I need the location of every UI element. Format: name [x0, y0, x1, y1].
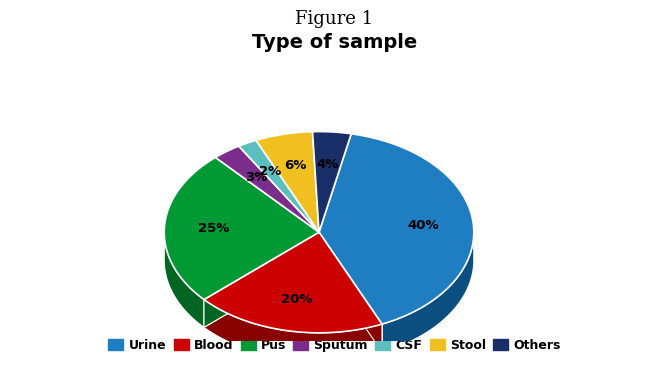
Text: 2%: 2%: [259, 165, 282, 178]
Polygon shape: [204, 232, 319, 327]
Text: 3%: 3%: [245, 171, 268, 184]
Polygon shape: [164, 158, 319, 300]
Text: 25%: 25%: [198, 222, 229, 235]
Polygon shape: [319, 232, 382, 352]
Polygon shape: [164, 229, 204, 327]
Polygon shape: [319, 232, 382, 352]
Polygon shape: [239, 140, 319, 232]
Polygon shape: [382, 231, 474, 352]
Polygon shape: [256, 132, 319, 232]
Text: Figure 1: Figure 1: [296, 10, 373, 28]
Text: 20%: 20%: [282, 293, 313, 306]
Polygon shape: [204, 232, 319, 327]
Polygon shape: [319, 134, 474, 324]
Polygon shape: [204, 300, 382, 361]
Text: 4%: 4%: [316, 158, 339, 171]
Polygon shape: [312, 132, 351, 232]
Polygon shape: [215, 146, 319, 232]
Legend: Urine, Blood, Pus, Sputum, CSF, Stool, Others: Urine, Blood, Pus, Sputum, CSF, Stool, O…: [104, 334, 565, 356]
Text: Type of sample: Type of sample: [252, 33, 417, 52]
Text: 40%: 40%: [408, 219, 440, 231]
Text: 6%: 6%: [284, 159, 306, 172]
Polygon shape: [204, 232, 382, 333]
Ellipse shape: [164, 159, 474, 361]
